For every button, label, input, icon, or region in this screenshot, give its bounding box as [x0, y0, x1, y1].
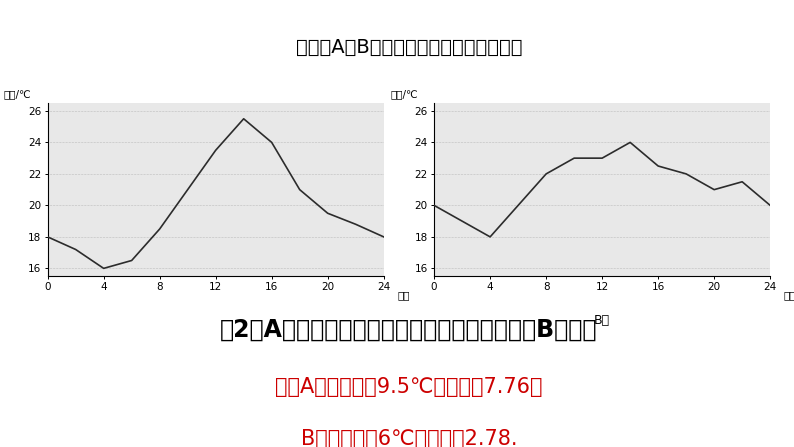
Text: 气温/℃: 气温/℃	[391, 89, 418, 100]
Text: B地的极差是6℃，方差是2.78.: B地的极差是6℃，方差是2.78.	[301, 430, 517, 447]
Text: 时刻: 时刻	[784, 290, 794, 300]
Text: 时刻: 时刻	[397, 290, 410, 300]
Text: 气温/℃: 气温/℃	[4, 89, 32, 100]
Text: 某日，A，B两地的气温变化如下图所示：: 某日，A，B两地的气温变化如下图所示：	[295, 38, 522, 57]
Text: B地: B地	[594, 314, 611, 327]
Text: （2）A地这一天气温的极差、方差分别是多少？B地呢？: （2）A地这一天气温的极差、方差分别是多少？B地呢？	[220, 317, 598, 342]
Text: 解：A地的极差是9.5℃，方差是7.76，: 解：A地的极差是9.5℃，方差是7.76，	[276, 377, 542, 396]
